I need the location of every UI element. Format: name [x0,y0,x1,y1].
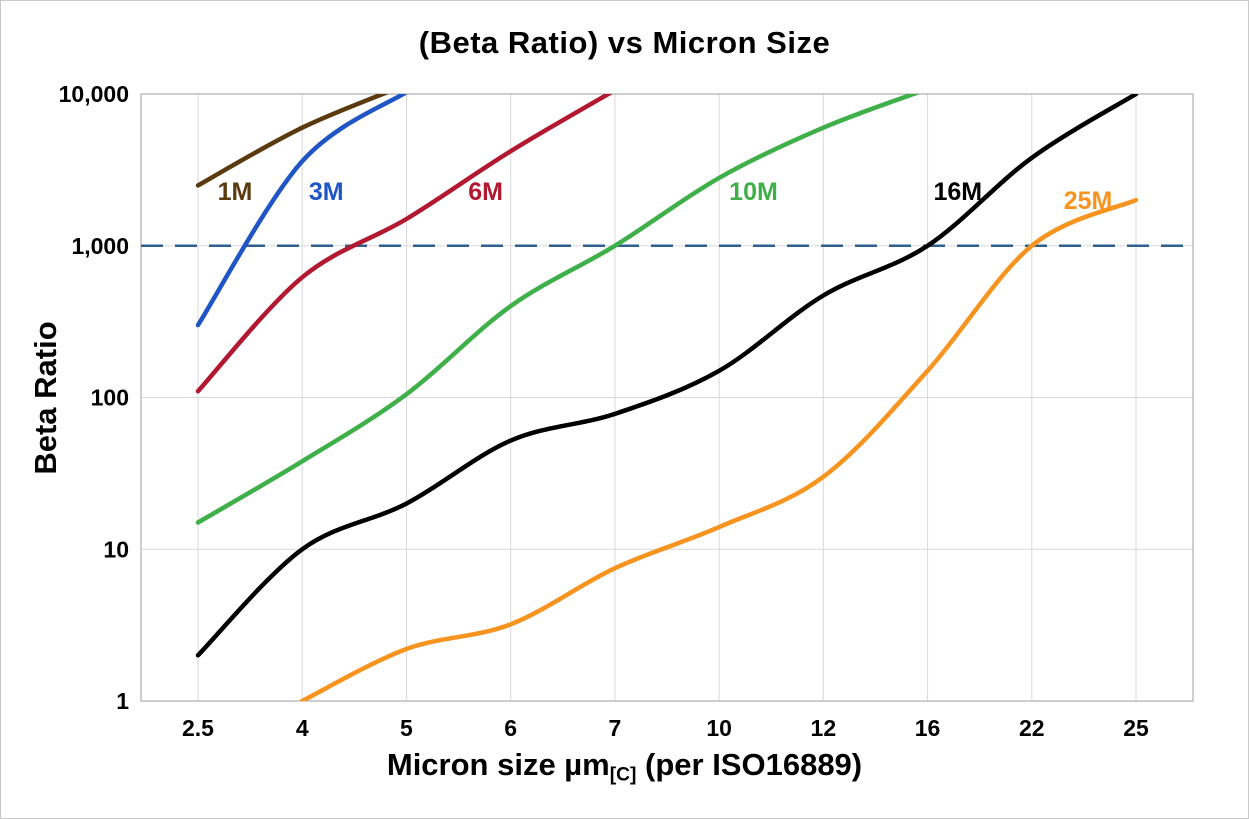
chart-title: (Beta Ratio) vs Micron Size [418,25,831,60]
y-tick-label: 10,000 [59,81,129,107]
x-tick-label: 16 [915,715,941,741]
series-curves [195,94,1139,701]
x-tick-label: 10 [706,715,732,741]
y-axis-title: Beta Ratio [28,321,63,475]
series-curve-10M [195,94,921,525]
plot-border [140,93,1194,702]
x-axis-title-suffix: (per ISO16889) [636,747,863,782]
x-tick-label: 2.5 [182,715,214,741]
x-axis-title-subscript: [C] [609,764,637,786]
series-curve-6M [195,94,613,394]
x-tick-label: 25 [1123,715,1149,741]
series-label-1M: 1M [218,178,253,206]
y-tick-label: 100 [91,385,129,411]
series-curve-3M [195,94,408,328]
x-tick-label: 7 [608,715,621,741]
series-label-3M: 3M [309,178,344,206]
series-label-25M: 25M [1064,187,1113,215]
series-curve-1M [195,94,390,188]
x-tick-label: 5 [400,715,413,741]
y-tick-label: 1 [116,688,129,714]
series-curve-25M [299,197,1139,701]
x-tick-label: 12 [811,715,837,741]
series-curve-16M [195,94,1139,658]
series-label-10M: 10M [729,178,778,206]
x-tick-label: 6 [504,715,517,741]
series-label-16M: 16M [933,178,982,206]
y-tick-label: 10 [103,536,129,562]
y-tick-label: 1,000 [71,233,129,259]
x-axis-title: Micron size µm[C] (per ISO16889) [1,747,1248,786]
series-label-6M: 6M [468,178,503,206]
x-axis-title-main: Micron size µm [386,747,610,782]
x-tick-label: 22 [1019,715,1045,741]
x-tick-label: 4 [296,715,309,741]
